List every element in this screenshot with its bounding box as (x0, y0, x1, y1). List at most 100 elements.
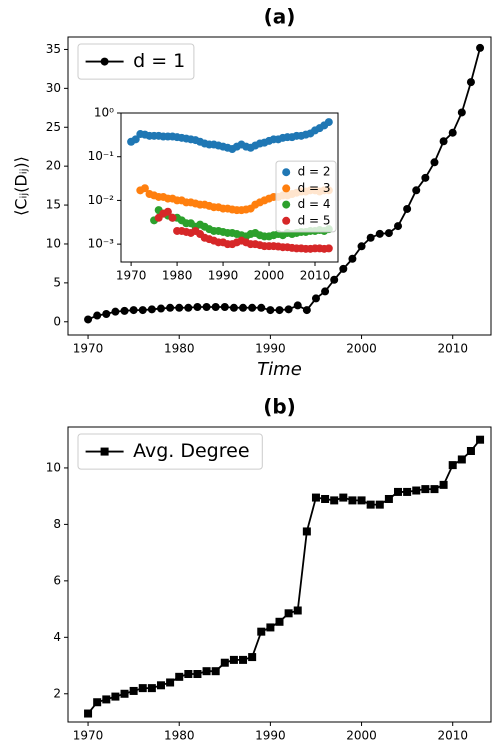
scatter-point (324, 118, 333, 127)
chart-title: (a) (264, 5, 296, 29)
data-point (257, 627, 266, 636)
legend-label: d = 3 (298, 181, 331, 195)
x-tick-label: 1980 (164, 729, 195, 743)
x-tick-label: 2000 (254, 269, 285, 283)
data-point (366, 233, 375, 242)
data-point (302, 306, 311, 315)
data-point (156, 304, 165, 313)
data-point (111, 307, 120, 316)
y-tick-label: 35 (46, 42, 61, 56)
legend-label: d = 2 (298, 165, 331, 179)
data-point (193, 670, 202, 679)
data-point (275, 306, 284, 315)
data-point (421, 485, 430, 494)
data-point (293, 301, 302, 310)
data-point (93, 698, 102, 707)
legend-marker (100, 57, 109, 66)
data-point (394, 487, 403, 496)
x-tick-label: 2010 (300, 269, 331, 283)
legend-box (77, 43, 195, 80)
data-point (457, 455, 466, 464)
legend-marker (282, 184, 291, 193)
y-tick-label: 20 (46, 159, 61, 173)
legend-label: d = 5 (298, 213, 331, 227)
data-point (476, 435, 485, 444)
y-tick-label: 10⁻¹ (88, 149, 115, 163)
data-point (239, 303, 248, 312)
data-point (421, 173, 430, 182)
data-point (466, 78, 475, 87)
x-tick-label: 1990 (255, 342, 286, 356)
data-point (311, 294, 320, 303)
data-point (211, 667, 220, 676)
y-axis-label: ⟨Cᵢⱼ(Dᵢⱼ)⟩ (12, 156, 31, 216)
data-point (348, 496, 357, 505)
x-axis-label: Time (257, 359, 302, 380)
data-point (184, 303, 193, 312)
x-tick-label: 1970 (73, 342, 104, 356)
y-tick-label: 10⁻² (88, 193, 115, 207)
data-point (248, 653, 257, 662)
data-point (321, 494, 330, 503)
data-point (202, 667, 211, 676)
data-point (439, 137, 448, 146)
legend-label: Avg. Degree (133, 440, 249, 462)
y-tick-label: 8 (53, 517, 61, 531)
y-tick-label: 10⁻³ (88, 237, 115, 251)
data-point (275, 617, 284, 626)
data-point (257, 303, 266, 312)
chart-title: (b) (263, 395, 296, 419)
data-point (120, 306, 129, 315)
data-point (412, 186, 421, 195)
y-tick-label: 15 (46, 198, 61, 212)
data-point (330, 275, 339, 284)
x-tick-label: 1990 (208, 269, 239, 283)
data-point (348, 254, 357, 263)
data-point (403, 204, 412, 213)
data-point (375, 500, 384, 509)
data-point (366, 500, 375, 509)
data-point (138, 306, 147, 315)
axes-frame (67, 426, 492, 723)
x-tick-label: 2010 (437, 729, 468, 743)
y-tick-label: 6 (53, 573, 61, 587)
data-point (339, 493, 348, 502)
data-point (321, 287, 330, 296)
data-point (156, 681, 165, 690)
y-tick-label: 4 (53, 630, 61, 644)
x-tick-label: 2000 (346, 342, 377, 356)
x-tick-label: 1970 (73, 729, 104, 743)
legend-marker (282, 168, 291, 177)
legend-marker (282, 216, 291, 225)
legend-box (77, 433, 263, 470)
data-point (403, 487, 412, 496)
x-tick-label: 1980 (164, 342, 195, 356)
data-point (229, 303, 238, 312)
data-point (293, 606, 302, 615)
data-point (384, 229, 393, 238)
data-point (220, 658, 229, 667)
x-tick-label: 1980 (162, 269, 193, 283)
data-point (284, 609, 293, 618)
y-tick-label: 5 (53, 275, 61, 289)
data-point (175, 303, 184, 312)
data-point (466, 446, 475, 455)
scatter-point (168, 213, 177, 222)
data-point (138, 684, 147, 693)
data-point (339, 264, 348, 273)
data-point (239, 655, 248, 664)
data-point (448, 128, 457, 137)
scatter-point (140, 184, 149, 193)
data-point (120, 689, 129, 698)
x-tick-label: 2000 (346, 729, 377, 743)
x-tick-label: 1990 (255, 729, 286, 743)
data-point (102, 309, 111, 318)
data-point (375, 229, 384, 238)
data-point (394, 222, 403, 231)
data-point (166, 678, 175, 687)
data-point (384, 494, 393, 503)
data-point (220, 302, 229, 311)
data-point (84, 709, 93, 718)
data-point (147, 305, 156, 314)
